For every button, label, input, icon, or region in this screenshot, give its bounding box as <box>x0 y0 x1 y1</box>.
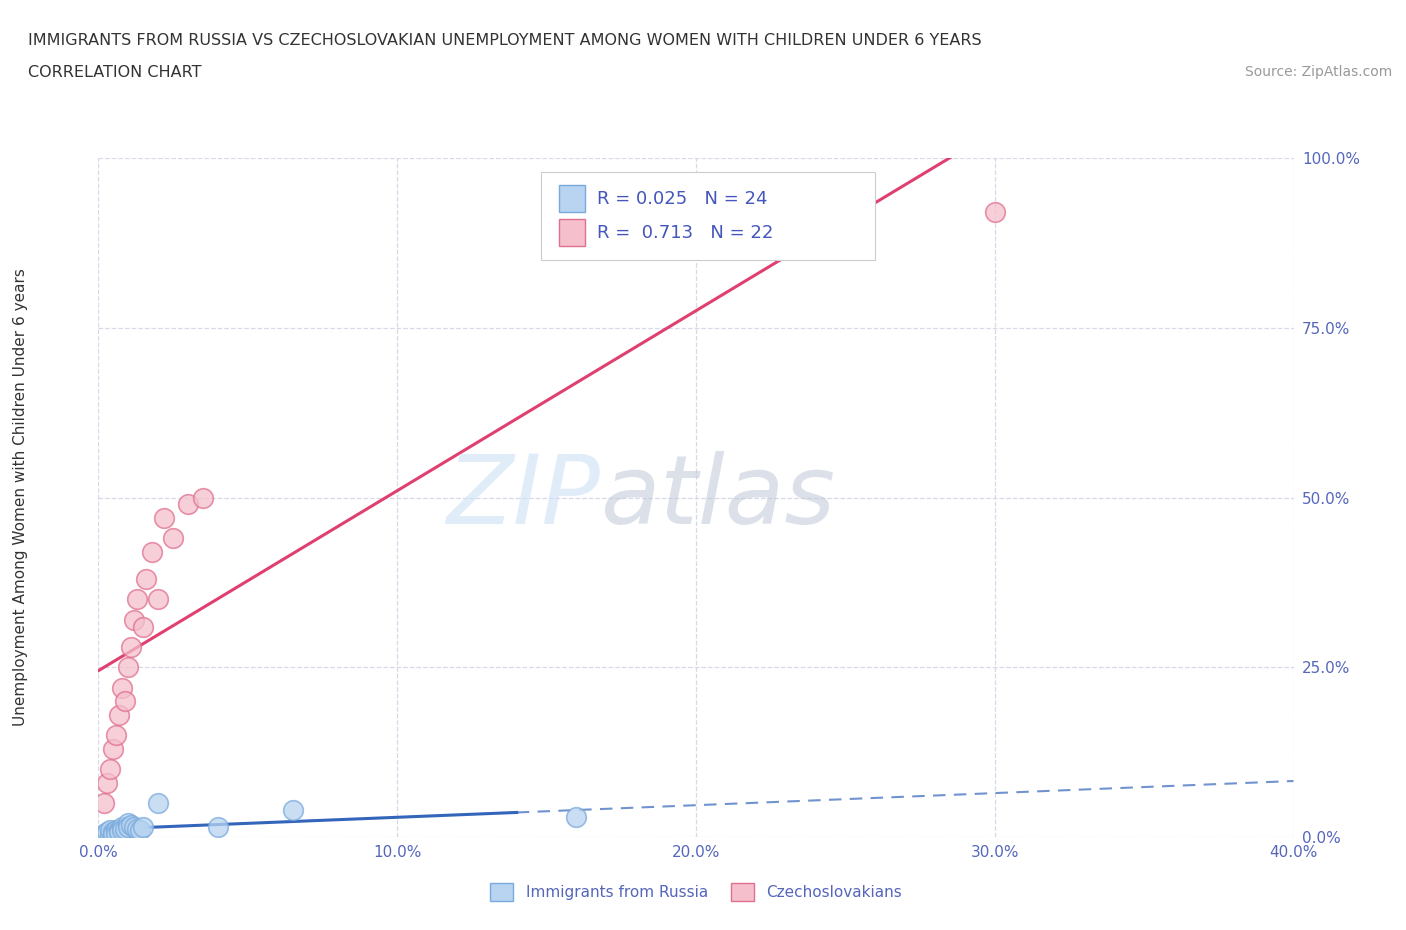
Point <box>135 572 157 587</box>
Point <box>105 727 128 742</box>
FancyBboxPatch shape <box>540 172 875 260</box>
Point <box>117 819 139 834</box>
Point <box>124 612 146 627</box>
Point <box>281 803 304 817</box>
Point <box>132 819 155 834</box>
Point <box>124 819 146 834</box>
Point <box>108 824 131 839</box>
Text: R = 0.025   N = 24: R = 0.025 N = 24 <box>596 190 768 207</box>
Point <box>114 694 136 709</box>
Point <box>983 205 1005 219</box>
FancyBboxPatch shape <box>558 185 585 212</box>
Point <box>98 828 122 843</box>
Point <box>93 796 115 811</box>
Point <box>96 776 118 790</box>
Point <box>105 826 128 841</box>
Point <box>117 816 139 830</box>
Point <box>162 531 184 546</box>
Point <box>111 680 134 695</box>
Point <box>191 490 214 505</box>
Text: CORRELATION CHART: CORRELATION CHART <box>28 65 201 80</box>
Point <box>177 497 200 512</box>
Point <box>127 821 149 836</box>
Point <box>804 185 827 200</box>
Legend: Immigrants from Russia, Czechoslovakians: Immigrants from Russia, Czechoslovakians <box>484 877 908 908</box>
Point <box>565 809 588 824</box>
Point <box>98 762 122 777</box>
Text: IMMIGRANTS FROM RUSSIA VS CZECHOSLOVAKIAN UNEMPLOYMENT AMONG WOMEN WITH CHILDREN: IMMIGRANTS FROM RUSSIA VS CZECHOSLOVAKIA… <box>28 33 981 47</box>
Point <box>105 823 128 838</box>
Point <box>141 544 163 559</box>
Point <box>129 823 152 838</box>
Point <box>93 826 115 841</box>
Point <box>207 819 229 834</box>
Point <box>153 511 176 525</box>
Point <box>108 708 131 723</box>
Text: atlas: atlas <box>600 451 835 544</box>
Point <box>127 592 149 607</box>
Point <box>103 825 125 840</box>
Text: R =  0.713   N = 22: R = 0.713 N = 22 <box>596 224 773 242</box>
Point <box>120 817 142 832</box>
Point <box>98 823 122 838</box>
Point <box>117 660 139 675</box>
Point <box>114 821 136 836</box>
Text: ZIP: ZIP <box>447 451 600 544</box>
Point <box>103 741 125 756</box>
Point <box>148 796 170 811</box>
Point <box>120 640 142 655</box>
Point <box>148 592 170 607</box>
Point <box>111 823 134 838</box>
Text: Source: ZipAtlas.com: Source: ZipAtlas.com <box>1244 65 1392 79</box>
FancyBboxPatch shape <box>558 219 585 246</box>
Point <box>111 819 134 834</box>
Point <box>132 619 155 634</box>
Point <box>96 824 118 839</box>
Point <box>103 826 125 841</box>
Point <box>108 823 131 838</box>
Text: Unemployment Among Women with Children Under 6 years: Unemployment Among Women with Children U… <box>13 269 28 726</box>
